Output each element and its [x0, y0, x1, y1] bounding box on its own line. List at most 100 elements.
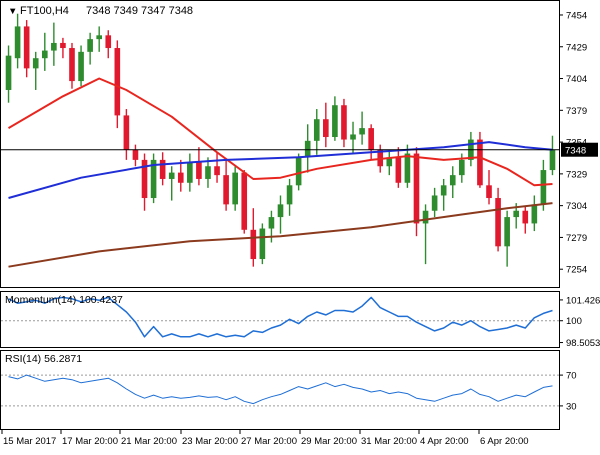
- price-tick-label: 7454: [566, 10, 587, 21]
- candle-body: [60, 42, 66, 49]
- time-tick-label: 17 Mar 20:00: [62, 436, 118, 447]
- time-tick-label: 4 Apr 20:00: [420, 436, 469, 447]
- price-tick-label: 7304: [566, 201, 587, 212]
- price-tick-label: 7254: [566, 265, 587, 276]
- candle-body: [123, 115, 130, 150]
- momentum-title: Momentum(14) 100.4237: [5, 294, 123, 306]
- candle-body: [313, 119, 320, 141]
- candle-body: [5, 55, 12, 90]
- candle-body: [304, 140, 311, 158]
- time-tick-label: 29 Mar 20:00: [301, 436, 357, 447]
- candle-body: [196, 162, 202, 179]
- candle-body: [132, 149, 139, 160]
- time-axis: 15 Mar 2017 17 Mar 20:00 21 Mar 20:00 23 Ma…: [1, 430, 529, 447]
- candle-body: [286, 185, 293, 205]
- candle-body: [159, 159, 166, 179]
- candle-body: [323, 119, 329, 138]
- candle-body: [486, 185, 492, 199]
- candle-body: [268, 217, 275, 229]
- candle-body: [449, 175, 456, 186]
- candle-body: [404, 153, 411, 183]
- candle-body: [259, 228, 266, 260]
- moving-average-line: [8, 141, 553, 199]
- price-tick-label: 7404: [566, 74, 587, 85]
- price-tick-label: 7429: [566, 42, 587, 53]
- price-y-axis: 7454742974047379735473297304727972547348: [559, 10, 598, 276]
- candle-body: [32, 58, 39, 69]
- price-tick-label: 7379: [566, 106, 587, 117]
- candle-body: [14, 26, 21, 59]
- candle-body: [78, 51, 84, 82]
- candle-body: [440, 185, 447, 196]
- candle-body: [105, 35, 112, 49]
- dropdown-icon[interactable]: ▼: [8, 6, 17, 17]
- rsi-tick-label: 70: [566, 371, 577, 382]
- candle-body: [522, 210, 529, 224]
- candle-body: [459, 159, 465, 176]
- candle-body: [549, 149, 556, 171]
- candle-body: [41, 50, 48, 59]
- rsi-line: [8, 374, 553, 405]
- candle-body: [23, 26, 30, 69]
- current-price-label: 7348: [565, 146, 586, 157]
- candle-body: [232, 172, 238, 205]
- ohlc-readout: 7348 7349 7347 7348: [86, 5, 193, 17]
- candle-body: [114, 48, 121, 116]
- candle-body: [540, 170, 547, 205]
- candle-body: [386, 157, 393, 167]
- instrument-label: FT100,H4: [20, 5, 69, 17]
- time-tick-label: 21 Mar 20:00: [121, 436, 177, 447]
- candle-body: [205, 166, 211, 179]
- candle-body: [341, 105, 347, 140]
- candle-body: [241, 172, 248, 230]
- candle-body: [395, 157, 402, 183]
- time-tick-label: 15 Mar 2017: [3, 436, 56, 447]
- candle-body: [150, 159, 157, 199]
- current-price-tag: [561, 142, 598, 157]
- moving-average-line: [7, 77, 553, 187]
- momentum-panel-frame: [0, 291, 560, 348]
- candle-body: [359, 128, 365, 135]
- candle-body: [477, 139, 483, 186]
- time-tick-label: 6 Apr 20:00: [480, 436, 529, 447]
- rsi-plot: [1, 374, 559, 407]
- momentum-tick-label: 101.4263: [566, 295, 600, 306]
- candle-body: [51, 42, 57, 51]
- candle-body: [177, 172, 184, 183]
- price-tick-label: 7279: [566, 233, 587, 244]
- candle-body: [332, 105, 338, 138]
- rsi-tick-label: 30: [566, 401, 577, 412]
- moving-average-line: [8, 202, 553, 268]
- candle-body: [350, 134, 356, 140]
- candle-body: [422, 210, 429, 224]
- momentum-tick-label: 98.5053: [566, 338, 600, 349]
- candle-body: [368, 128, 374, 150]
- candle-body: [141, 159, 148, 199]
- candle-body: [413, 153, 420, 224]
- candle-body: [295, 157, 302, 186]
- candle-body: [96, 35, 102, 40]
- rsi-title: RSI(14) 56.2871: [5, 353, 82, 365]
- candle-body: [531, 204, 538, 224]
- time-tick-label: 31 Mar 20:00: [361, 436, 417, 447]
- candle-body: [504, 217, 510, 247]
- candle-body: [168, 172, 175, 179]
- candle-body: [214, 166, 220, 176]
- time-tick-label: 27 Mar 20:00: [241, 436, 297, 447]
- candle-body: [223, 175, 229, 205]
- price-panel-frame: [0, 0, 560, 288]
- candle-body: [513, 210, 520, 218]
- candle-body: [87, 39, 93, 52]
- candle-body: [431, 195, 438, 211]
- rsi-y-axis: 70 30: [559, 371, 577, 412]
- momentum-plot: [1, 296, 559, 338]
- momentum-line: [8, 296, 553, 338]
- time-tick-label: 23 Mar 20:00: [182, 436, 238, 447]
- price-tick-label: 7329: [566, 169, 587, 180]
- candle-body: [250, 229, 257, 260]
- rsi-panel-frame: [0, 350, 560, 430]
- candle-body: [277, 204, 284, 218]
- price-plot: [1, 13, 559, 268]
